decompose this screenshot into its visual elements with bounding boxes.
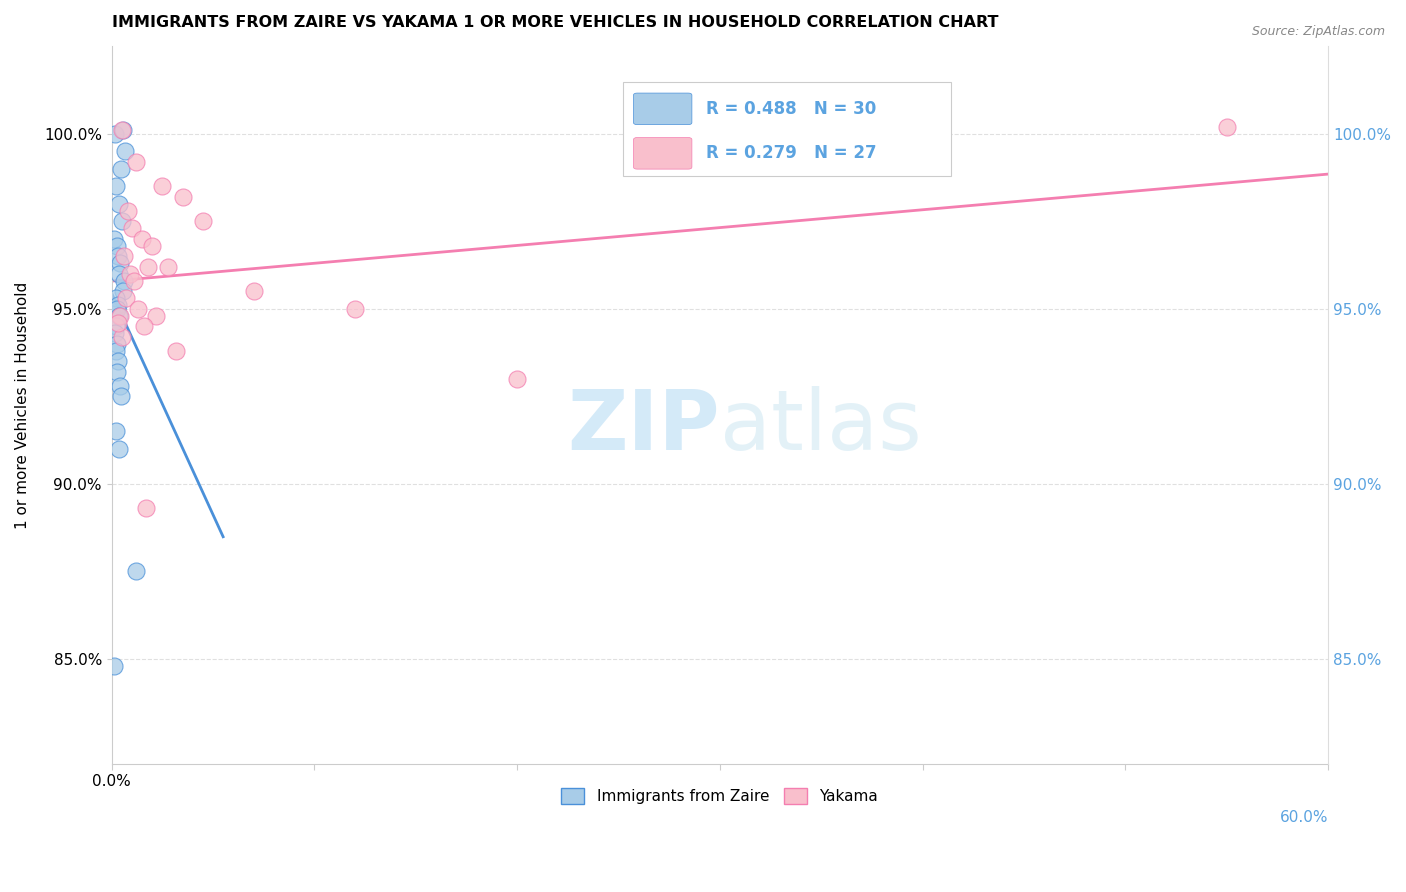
Point (104, 179, 127, 194)
Point (118, 267, 141, 281)
Point (132, 319, 155, 334)
Point (108, 379, 131, 393)
Point (103, 232, 125, 246)
Point (506, 372, 529, 386)
Point (107, 354, 129, 368)
Text: IMMIGRANTS FROM ZAIRE VS YAKAMA 1 OR MORE VEHICLES IN HOUSEHOLD CORRELATION CHAR: IMMIGRANTS FROM ZAIRE VS YAKAMA 1 OR MOR… (111, 15, 998, 30)
Point (111, 285, 134, 299)
Point (111, 123, 134, 137)
Point (104, 326, 127, 341)
Point (108, 309, 131, 323)
Text: Source: ZipAtlas.com: Source: ZipAtlas.com (1251, 25, 1385, 38)
Point (131, 232, 153, 246)
Point (107, 267, 129, 281)
FancyBboxPatch shape (634, 93, 692, 125)
Point (105, 301, 128, 316)
Point (117, 203, 139, 218)
Point (110, 389, 132, 403)
Point (145, 309, 167, 323)
Text: ZIP: ZIP (568, 386, 720, 467)
Point (104, 319, 127, 334)
Point (111, 123, 134, 137)
Point (157, 260, 180, 274)
Point (103, 658, 125, 673)
Point (107, 197, 129, 211)
Point (191, 214, 214, 228)
Text: atlas: atlas (720, 386, 921, 467)
Point (105, 337, 128, 351)
Point (125, 565, 148, 579)
Point (122, 274, 145, 288)
Point (104, 127, 127, 141)
Point (172, 190, 194, 204)
Point (150, 179, 173, 194)
Point (105, 365, 128, 379)
Point (135, 501, 157, 516)
Point (343, 301, 366, 316)
FancyBboxPatch shape (634, 137, 692, 169)
Point (107, 298, 129, 312)
Text: R = 0.488   N = 30: R = 0.488 N = 30 (706, 100, 877, 118)
Point (104, 343, 127, 358)
Point (166, 343, 188, 358)
Point (108, 256, 131, 270)
Point (107, 249, 129, 263)
Point (141, 239, 163, 253)
Legend: Immigrants from Zaire, Yakama: Immigrants from Zaire, Yakama (555, 781, 884, 810)
Text: R = 0.279   N = 27: R = 0.279 N = 27 (706, 145, 877, 162)
Point (1216, 120, 1239, 134)
FancyBboxPatch shape (623, 82, 950, 176)
Point (112, 274, 135, 288)
Point (107, 442, 129, 456)
Y-axis label: 1 or more Vehicles in Household: 1 or more Vehicles in Household (15, 282, 30, 529)
Text: 60.0%: 60.0% (1279, 811, 1329, 825)
Point (107, 316, 129, 330)
Point (111, 330, 134, 344)
Point (114, 292, 136, 306)
Point (110, 161, 132, 176)
Point (107, 309, 129, 323)
Point (112, 249, 135, 263)
Point (242, 285, 264, 299)
Point (114, 145, 136, 159)
Point (125, 155, 148, 169)
Point (136, 260, 159, 274)
Point (105, 239, 128, 253)
Point (121, 221, 143, 235)
Point (127, 301, 149, 316)
Point (111, 214, 134, 228)
Point (104, 425, 127, 439)
Point (104, 292, 127, 306)
